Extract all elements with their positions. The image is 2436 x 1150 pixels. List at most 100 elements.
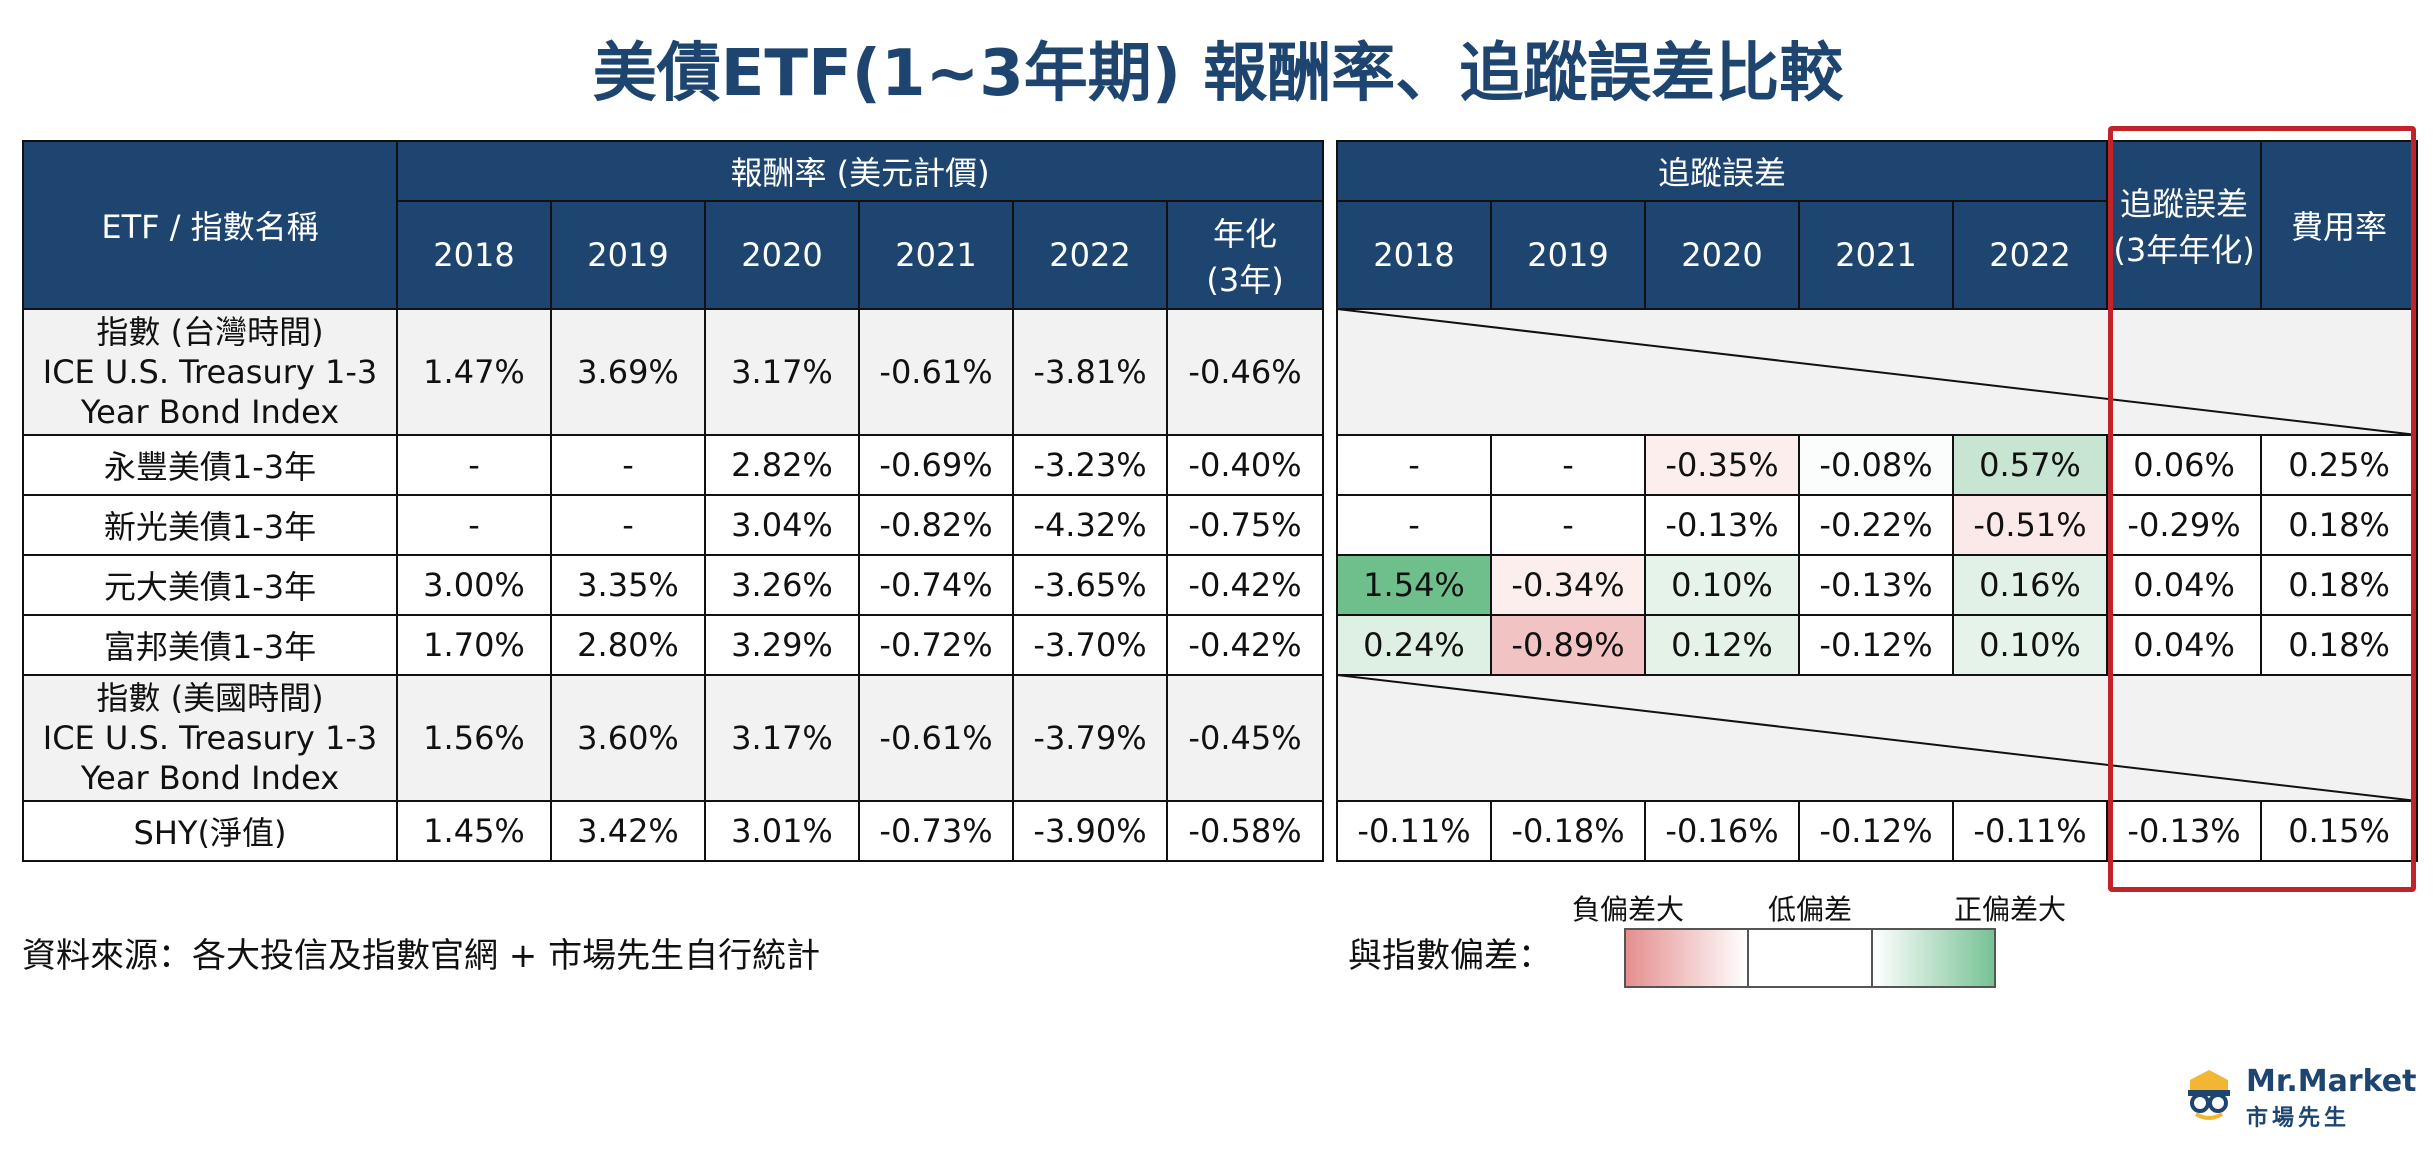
name-header: ETF / 指數名稱 (22, 140, 398, 310)
year-header: 2020 (1644, 200, 1800, 310)
legend-label: 與指數偏差： (1348, 936, 1552, 976)
tracking-error-cell: -0.22% (1798, 494, 1954, 556)
return-cell: 1.45% (396, 800, 552, 862)
te-annualized-cell: 0.06% (2106, 434, 2263, 496)
tracking-error-cell: -0.12% (1798, 800, 1954, 862)
logo: Mr.Market 市場先生 (2184, 1062, 2417, 1132)
legend-negative-label: 負偏差大 (1571, 893, 1684, 926)
source-note: 資料來源：各大投信及指數官網 + 市場先生自行統計 (22, 936, 821, 976)
return-cell: -0.72% (858, 614, 1014, 676)
table-row: 指數 (美國時間) ICE U.S. Treasury 1-3 Year Bon… (22, 674, 1325, 802)
etf-name-cell: 新光美債1-3年 (22, 494, 398, 556)
tracking-error-cell: -0.35% (1644, 434, 1800, 496)
returns-table: ETF / 指數名稱 報酬率 (美元計價) 2018 2019 2020 2021 2022… (22, 140, 1325, 862)
expense-ratio-cell: 0.18% (2260, 554, 2419, 616)
header-row: 2018 2019 2020 2021 2022 年化 (3年) (23, 200, 1325, 310)
return-cell: 2.80% (550, 614, 706, 676)
return-cell: 3.04% (704, 494, 860, 556)
te-annualized-header: 追蹤誤差 (3年年化) (2106, 140, 2263, 310)
te-annualized-cell: -0.13% (2106, 800, 2263, 862)
legend-negative-swatch (1626, 930, 1750, 986)
return-cell: -0.82% (858, 494, 1014, 556)
return-cell: 3.69% (550, 308, 706, 436)
legend-low-swatch (1749, 930, 1873, 986)
etf-name-cell: 指數 (台灣時間) ICE U.S. Treasury 1-3 Year Bon… (22, 308, 398, 436)
return-cell: 3.42% (550, 800, 706, 862)
etf-name-cell: SHY(淨值) (22, 800, 398, 862)
logo-text-zh: 市場先生 (2246, 1106, 2351, 1131)
return-cell: -0.73% (858, 800, 1014, 862)
return-cell: -0.69% (858, 434, 1014, 496)
return-cell: - (550, 494, 706, 556)
expense-ratio-cell: 0.25% (2260, 434, 2419, 496)
legend-color-bar (1624, 928, 1996, 988)
etf-name-cell: 元大美債1-3年 (22, 554, 398, 616)
tracking-error-cell: -0.12% (1798, 614, 1954, 676)
annualized-return-cell: -0.75% (1165, 494, 1325, 556)
table-row: - - -0.13% -0.22% -0.51% -0.29% 0.18% (1336, 494, 2419, 556)
legend-positive-swatch (1872, 930, 1994, 986)
returns-group-header: 報酬率 (美元計價) (395, 140, 1325, 202)
table-row: 0.24% -0.89% 0.12% -0.12% 0.10% 0.04% 0.18% (1336, 614, 2419, 676)
table-row: 富邦美債1-3年 1.70% 2.80% 3.29% -0.72% -3.70% -0.42… (22, 614, 1325, 676)
table-row: - - -0.35% -0.08% 0.57% 0.06% 0.25% (1336, 434, 2419, 496)
annualized-return-cell: -0.42% (1165, 614, 1325, 676)
return-cell: -3.23% (1012, 434, 1168, 496)
etf-name-cell: 指數 (美國時間) ICE U.S. Treasury 1-3 Year Bon… (22, 674, 398, 802)
tracking-error-cell: 0.16% (1951, 554, 2109, 616)
legend-positive-label: 正偏差大 (1953, 893, 2066, 926)
highlight-box (2108, 126, 2416, 892)
return-cell: 3.00% (396, 554, 552, 616)
table-row: 新光美債1-3年 - -3.04% -0.82% -4.32% -0.75% (22, 494, 1325, 556)
tracking-error-cell: - (1490, 494, 1646, 556)
tracking-error-cell: 0.10% (1644, 554, 1800, 616)
annualized-return-cell: -0.45% (1165, 674, 1325, 802)
returns-table-body: ETF / 指數名稱 報酬率 (美元計價) 2018 2019 2020 2021 2022… (22, 140, 1325, 862)
tracking-error-cell: -0.16% (1644, 800, 1800, 862)
header-row: ETF / 指數名稱 報酬率 (美元計價) (22, 140, 1325, 310)
return-cell: - (396, 494, 552, 556)
expense-ratio-cell: 0.18% (2260, 614, 2419, 676)
year-header: 2018 (396, 200, 552, 310)
annualized-return-cell: -0.42% (1165, 554, 1325, 616)
return-cell: 1.47% (396, 308, 552, 436)
tracking-error-group-header: 追蹤誤差 (1335, 140, 2109, 202)
annualized-return-cell: -0.58% (1165, 800, 1325, 862)
year-header: 2020 (704, 200, 860, 310)
return-cell: 3.29% (704, 614, 860, 676)
expense-header: 費用率 (2260, 140, 2419, 310)
tracking-error-cell: 0.10% (1951, 614, 2109, 676)
return-cell: - (550, 434, 706, 496)
return-cell: -3.90% (1012, 800, 1168, 862)
tracking-error-cell: 0.57% (1951, 434, 2109, 496)
return-cell: 1.70% (396, 614, 552, 676)
annualized-header: 年化 (3年) (1165, 200, 1325, 310)
page-title: 美債ETF(1~3年期) 報酬率、追蹤誤差比較 (592, 37, 1844, 111)
year-header: 2022 (1012, 200, 1168, 310)
return-cell: 1.56% (396, 674, 552, 802)
return-cell: -3.65% (1012, 554, 1168, 616)
return-cell: - (396, 434, 552, 496)
year-header: 2019 (1490, 200, 1646, 310)
tracking-error-cell: -0.18% (1490, 800, 1646, 862)
tracking-error-cell: -0.34% (1490, 554, 1646, 616)
return-cell: -0.61% (858, 308, 1014, 436)
return-cell: 3.01% (704, 800, 860, 862)
tracking-error-cell: - (1490, 434, 1646, 496)
table-row: 1.54% -0.34% 0.10% -0.13% 0.16% 0.04% 0.18% (1336, 554, 2419, 616)
year-header: 2018 (1336, 200, 1492, 310)
return-cell: 3.35% (550, 554, 706, 616)
etf-name-cell: 永豐美債1-3年 (22, 434, 398, 496)
table-row: SHY(淨值) 1.45% 3.42% 3.01% -0.73% -3.90% -0.58% (22, 800, 1325, 862)
expense-ratio-cell: 0.15% (2260, 800, 2419, 862)
return-cell: -3.81% (1012, 308, 1168, 436)
table-row: 指數 (台灣時間) ICE U.S. Treasury 1-3 Year Bon… (22, 308, 1325, 436)
annualized-return-cell: -0.40% (1165, 434, 1325, 496)
return-cell: 3.26% (704, 554, 860, 616)
return-cell: 2.82% (704, 434, 860, 496)
te-annualized-cell: 0.04% (2106, 554, 2263, 616)
expense-ratio-cell: 0.18% (2260, 494, 2419, 556)
table-row: 永豐美債1-3年 - -2.82% -0.69% -3.23% -0.40% (22, 434, 1325, 496)
tracking-error-cell: -0.13% (1798, 554, 1954, 616)
return-cell: -0.61% (858, 674, 1014, 802)
